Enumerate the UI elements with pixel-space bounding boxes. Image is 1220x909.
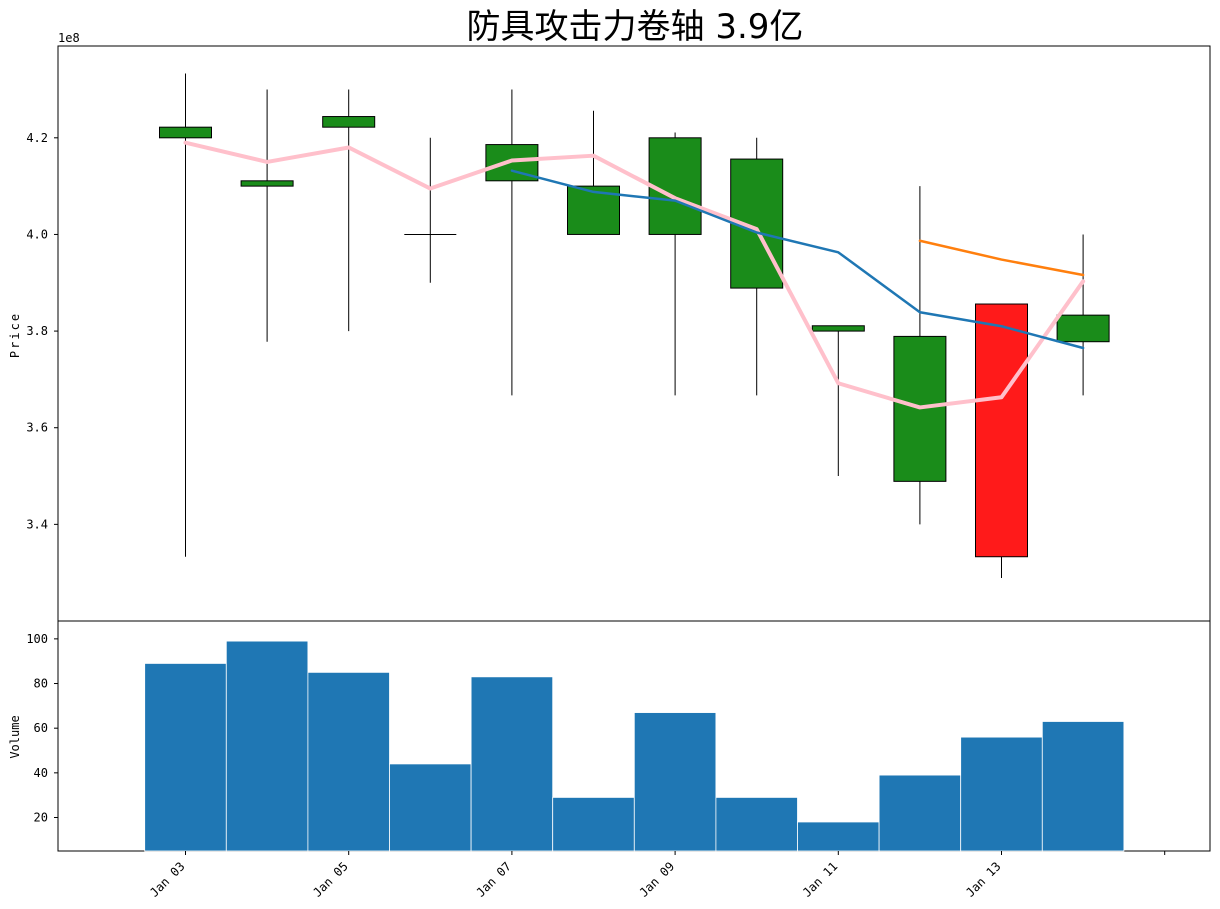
volume-bar [1041,721,1125,852]
price-axis-label: Price [8,312,22,358]
volume-panel: 20 40 60 80 100 Jan 03 Jan 05 Jan 07 Jan 09 Jan 1… [26,620,1211,900]
price-frame [57,45,1211,622]
volume-ytick-label: 40 [34,766,48,780]
date-tick-label: Jan 05 [310,859,351,900]
overlay-line-2 [918,239,1085,277]
price-offset-label: 1e8 [58,31,80,45]
candle-body [811,325,865,332]
candle-body [240,180,294,187]
candle-body [159,126,212,139]
price-ytick-label: 3.8 [26,324,48,338]
volume-bar [307,671,390,852]
chart-title: 防具攻击力卷轴 3.9亿 [467,7,804,47]
date-tick-label: Jan 11 [800,859,841,900]
date-tick-label: Jan 07 [473,859,514,900]
candle-body [975,303,1028,558]
overlay-line-1 [510,169,1085,350]
volume-bar [715,797,798,852]
candle-body [648,137,702,235]
price-panel: 3.4 3.6 3.8 4.0 4.2 [26,45,1211,622]
price-ytick-label: 4.0 [26,227,48,241]
date-tick-label: Jan 09 [637,859,678,900]
volume-bar [552,797,635,852]
volume-bar [389,763,472,852]
price-ytick-label: 3.6 [26,421,48,435]
volume-bar [470,676,554,852]
volume-bar [960,736,1043,852]
volume-ytick-label: 80 [34,677,48,691]
volume-bar [225,640,309,852]
volume-bar [633,712,717,852]
volume-ytick-label: 60 [34,721,48,735]
volume-axis-label: Volume [8,715,22,758]
volume-ytick-label: 100 [26,632,48,646]
date-tick-label: Jan 03 [147,859,188,900]
overlay-line-0 [183,140,1086,410]
date-tick-label: Jan 13 [963,859,1004,900]
price-ytick-label: 3.4 [26,517,48,531]
volume-bar [878,774,962,852]
candle-body [1056,314,1110,343]
volume-bar [797,821,880,852]
volume-bar [144,663,227,852]
volume-ytick-label: 20 [34,811,48,825]
candle-body [322,116,376,128]
price-ytick-label: 4.2 [26,131,48,145]
